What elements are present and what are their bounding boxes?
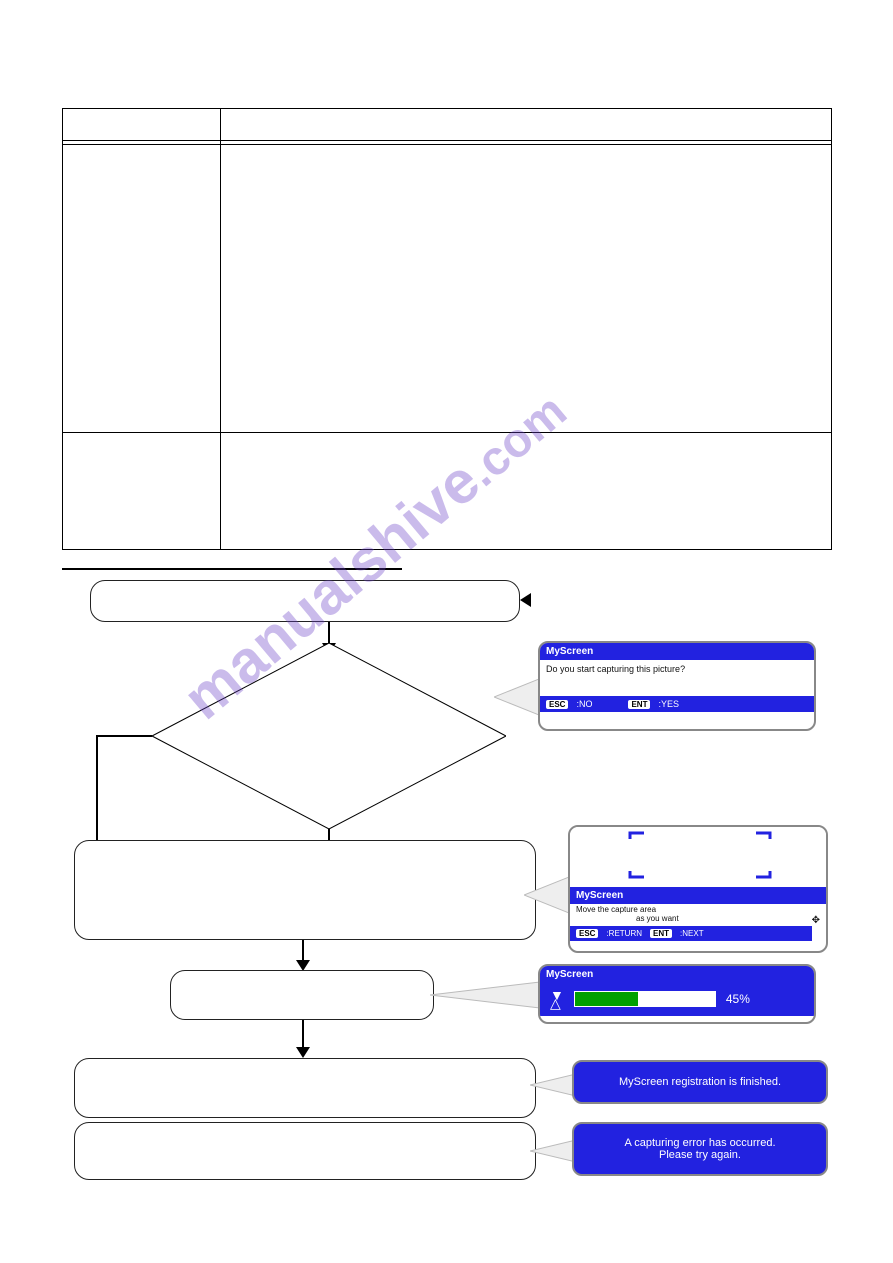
esc-tag-2: ESC bbox=[576, 929, 598, 938]
banner-error: A capturing error has occurred. Please t… bbox=[572, 1122, 828, 1176]
dialog-2-footer: ESC :RETURN ENT :NEXT bbox=[570, 926, 812, 941]
progress-bar bbox=[574, 991, 716, 1007]
dialog-move-area: MyScreen Move the capture area as you wa… bbox=[568, 825, 828, 953]
flow-decision bbox=[152, 643, 506, 829]
banner-2-text-2: Please try again. bbox=[659, 1149, 741, 1161]
dialog-3-title: MyScreen bbox=[540, 966, 814, 983]
arrow-4 bbox=[302, 1020, 304, 1050]
esc-tag: ESC bbox=[546, 700, 568, 709]
callout-pointer-4 bbox=[530, 1072, 576, 1098]
dialog-3-bar-row: ▼△ 45% bbox=[540, 983, 814, 1016]
flow-output-2 bbox=[74, 1122, 536, 1180]
table-header-divider bbox=[62, 140, 832, 141]
arrow-2 bbox=[328, 829, 330, 840]
page-root: MyScreen Do you start capturing this pic… bbox=[0, 0, 893, 1263]
dialog-1-body: Do you start capturing this picture? bbox=[540, 660, 814, 678]
flow-step bbox=[74, 840, 536, 940]
section-underline bbox=[62, 568, 402, 570]
dialog-progress: MyScreen ▼△ 45% bbox=[538, 964, 816, 1024]
progress-percent: 45% bbox=[726, 992, 750, 1006]
flow-start bbox=[90, 580, 520, 622]
flow-output-1 bbox=[74, 1058, 536, 1118]
table-header-divider-2 bbox=[62, 144, 832, 145]
dialog-2-body2: as you want bbox=[636, 914, 679, 923]
banner-finished: MyScreen registration is finished. bbox=[572, 1060, 828, 1104]
progress-fill bbox=[575, 992, 638, 1006]
banner-2-text-1: A capturing error has occurred. bbox=[624, 1137, 775, 1149]
callout-pointer-1 bbox=[494, 672, 544, 722]
dialog-1-no: :NO bbox=[576, 699, 592, 709]
flow-step-2 bbox=[170, 970, 434, 1020]
dialog-2-body1: Move the capture area bbox=[576, 905, 656, 914]
hourglass-icon: ▼△ bbox=[550, 991, 564, 1008]
table-outer bbox=[62, 108, 832, 550]
arrow-loop-h1 bbox=[96, 735, 152, 737]
callout-pointer-3 bbox=[430, 980, 540, 1010]
banner-1-text: MyScreen registration is finished. bbox=[619, 1076, 781, 1088]
callout-pointer-2 bbox=[524, 870, 574, 920]
dialog-1-footer: ESC :NO ENT :YES bbox=[540, 696, 814, 712]
dialog-1-yes: :YES bbox=[658, 699, 679, 709]
dialog-1-title: MyScreen bbox=[540, 643, 814, 660]
capture-frame-icon bbox=[570, 827, 828, 887]
dialog-2-title: MyScreen bbox=[570, 887, 826, 904]
callout-pointer-5 bbox=[530, 1138, 576, 1164]
dialog-start-capture: MyScreen Do you start capturing this pic… bbox=[538, 641, 816, 731]
arrow-4-head bbox=[296, 1047, 310, 1058]
arrow-return-head bbox=[520, 593, 531, 607]
dialog-2-body: Move the capture area as you want ✥ bbox=[570, 904, 826, 926]
arrow-loop-v bbox=[96, 735, 98, 840]
dialog-2-return: :RETURN bbox=[606, 929, 642, 938]
ent-tag-2: ENT bbox=[650, 929, 672, 938]
table-vertical-divider bbox=[220, 108, 221, 550]
ent-tag: ENT bbox=[628, 700, 650, 709]
dialog-2-next: :NEXT bbox=[680, 929, 704, 938]
move-arrows-icon: ✥ bbox=[812, 915, 820, 926]
table-row-divider bbox=[62, 432, 832, 433]
